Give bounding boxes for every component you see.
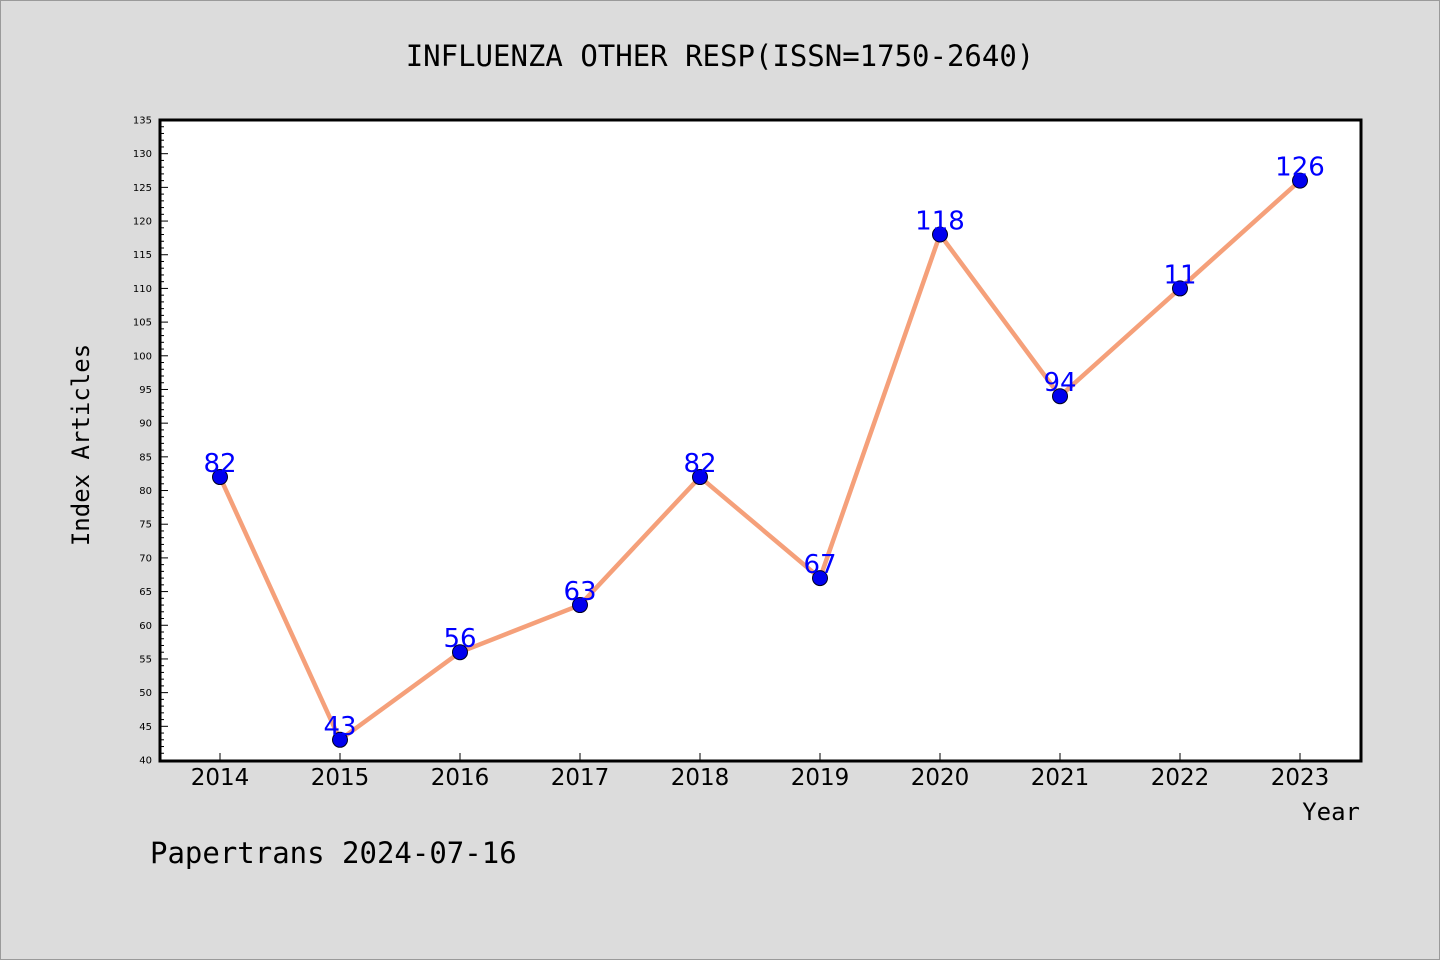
data-point	[332, 731, 348, 748]
series-line	[217, 178, 1303, 743]
y-tick-label: 100	[133, 351, 152, 362]
x-tick-label: 2018	[671, 765, 730, 791]
x-tick-label: 2015	[311, 765, 370, 791]
x-axis: 2014 2015 2016 2017 2018 2019 2020 2021 2022 2023	[191, 753, 1330, 791]
data-label: 56	[443, 624, 476, 654]
y-tick-label: 95	[139, 385, 152, 396]
y-tick-label: 110	[133, 284, 152, 295]
data-label: 126	[1275, 153, 1325, 183]
y-tick-label: 40	[139, 756, 152, 767]
y-tick-label: 85	[139, 452, 152, 463]
y-axis-label: Index Articles	[67, 344, 95, 546]
y-tick-label: 75	[139, 520, 152, 531]
data-point	[1292, 172, 1308, 189]
y-tick-label: 130	[133, 149, 152, 160]
y-tick-label: 65	[139, 587, 152, 598]
data-label: 82	[203, 449, 236, 479]
series-line-layer	[217, 178, 1303, 743]
x-tick-label: 2016	[431, 765, 490, 791]
data-point	[1172, 280, 1188, 297]
y-tick-label: 45	[139, 722, 152, 733]
x-tick-label: 2019	[791, 765, 850, 791]
footer-text: Papertrans 2024-07-16	[150, 836, 517, 870]
x-tick-label: 2023	[1271, 765, 1330, 791]
data-point	[452, 644, 468, 661]
chart-title: INFLUENZA OTHER RESP(ISSN=1750-2640)	[406, 39, 1035, 73]
data-point	[932, 226, 948, 243]
y-tick-label: 50	[139, 688, 152, 699]
y-tick-label: 120	[133, 217, 152, 228]
data-point	[572, 597, 588, 614]
x-tick-label: 2014	[191, 765, 250, 791]
x-tick-label: 2021	[1031, 765, 1090, 791]
y-tick-label: 115	[133, 250, 152, 261]
data-point-layer	[212, 172, 1308, 748]
x-tick-label: 2022	[1151, 765, 1210, 791]
y-axis: 40 45 50 55 60 65 70 75 80 85 90 95 100 105 110 115 120 1…	[133, 116, 168, 767]
y-tick-label: 135	[133, 116, 152, 127]
data-point	[812, 570, 828, 587]
y-tick-label: 105	[133, 318, 152, 329]
x-tick-label: 2017	[551, 765, 610, 791]
plot-area	[158, 118, 1363, 763]
y-tick-label: 55	[139, 654, 152, 665]
data-label: 63	[563, 577, 596, 607]
x-axis-label: Year	[1302, 798, 1360, 826]
data-label: 82	[683, 449, 716, 479]
data-label: 118	[915, 207, 965, 237]
data-point	[692, 469, 708, 486]
data-label: 67	[803, 550, 836, 580]
data-label: 43	[323, 712, 356, 742]
data-label-layer: 82 43 56 63 82 67 118 94 11 126	[203, 153, 1324, 742]
x-tick-label: 2020	[911, 765, 970, 791]
data-label: 94	[1043, 368, 1076, 398]
data-point	[1052, 388, 1068, 405]
y-tick-label: 125	[133, 183, 152, 194]
data-label: 11	[1163, 260, 1196, 290]
data-point	[212, 469, 228, 486]
y-tick-label: 70	[139, 553, 152, 564]
y-tick-label: 80	[139, 486, 152, 497]
y-tick-label: 90	[139, 419, 152, 430]
y-tick-label: 60	[139, 621, 152, 632]
